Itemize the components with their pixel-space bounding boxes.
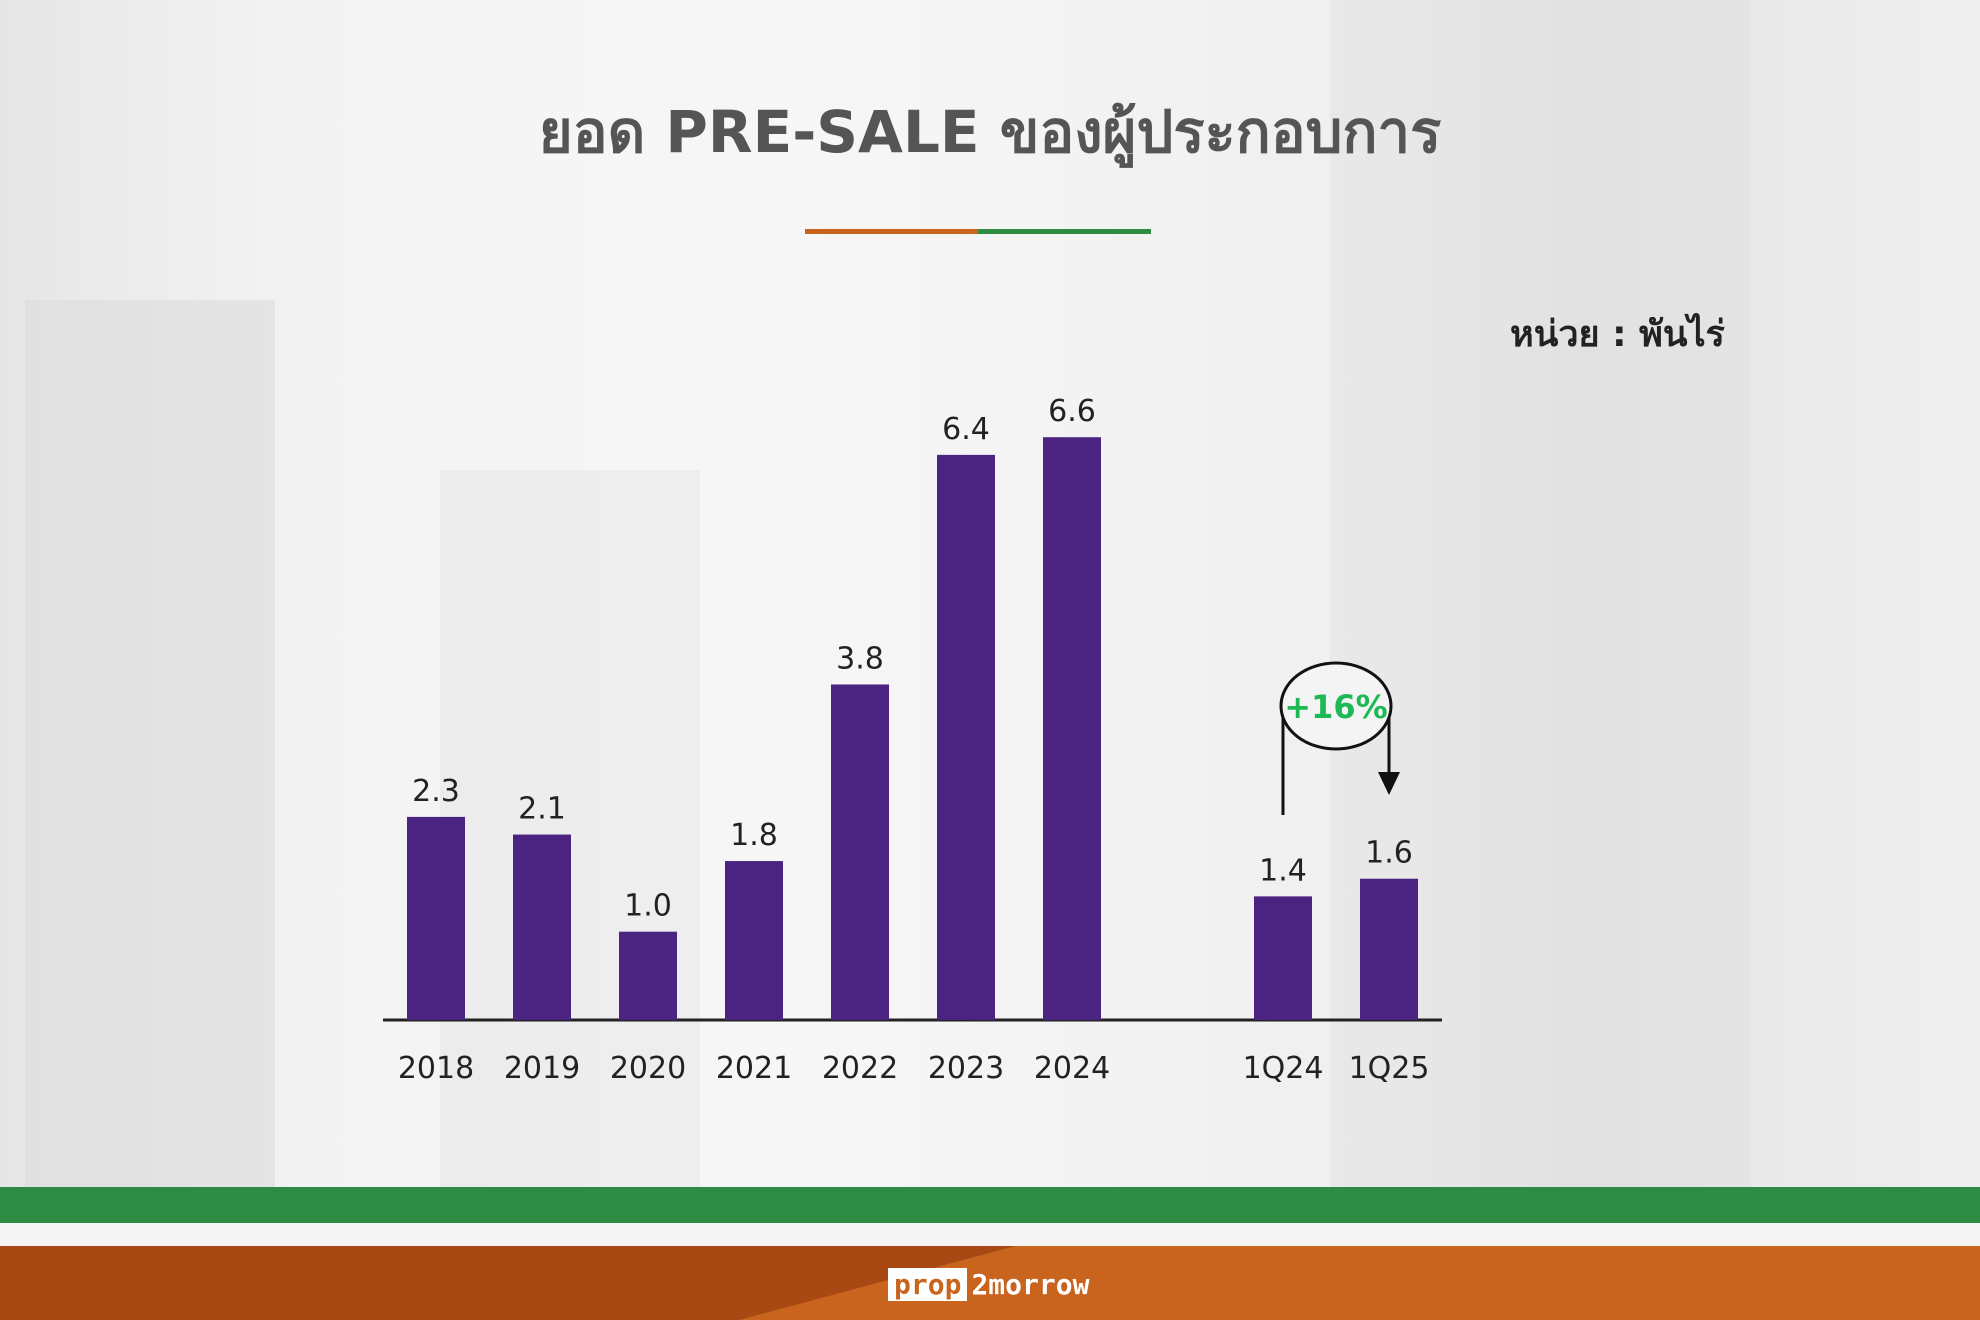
growth-annotation: +16% — [1279, 661, 1400, 815]
background-building — [25, 300, 275, 1200]
bar-2018 — [407, 816, 465, 1020]
bar-2024 — [1043, 437, 1101, 1021]
bar-chart: 2.3 2018 2.1 2019 1.0 2020 1.8 2021 3.8 2022 6.4 20… — [383, 394, 1442, 1086]
bar-2019 — [513, 834, 571, 1020]
x-tick-label: 1Q25 — [1349, 1051, 1430, 1086]
x-tick-label: 1Q24 — [1243, 1051, 1324, 1086]
footer-white-band — [0, 1223, 1980, 1246]
unit-label: หน่วย : พันไร่ — [1510, 314, 1725, 355]
x-tick-label: 2020 — [610, 1051, 686, 1086]
growth-label: +16% — [1284, 688, 1387, 726]
bar-2023 — [937, 454, 995, 1020]
footer-orange-band — [0, 1246, 1980, 1320]
arrow-down-icon — [1378, 772, 1400, 795]
data-label: 1.8 — [730, 818, 778, 853]
x-tick-label: 2023 — [928, 1051, 1004, 1086]
data-label: 1.0 — [624, 889, 672, 924]
bar-2021 — [725, 861, 783, 1020]
footer-green-band — [0, 1187, 1980, 1223]
x-tick-label: 2019 — [504, 1051, 580, 1086]
background-building — [440, 470, 700, 1190]
x-tick-label: 2018 — [398, 1051, 474, 1086]
data-label: 6.6 — [1048, 394, 1096, 429]
bar-2022 — [831, 684, 889, 1020]
x-tick-label: 2024 — [1034, 1051, 1110, 1086]
data-label: 3.8 — [836, 641, 884, 676]
x-tick-label: 2022 — [822, 1051, 898, 1086]
page-title: ยอด PRE-SALE ของผู้ประกอบการ — [538, 98, 1442, 166]
data-label: 2.3 — [412, 774, 460, 809]
bar-1Q25 — [1360, 878, 1418, 1020]
logo-part2: 2morrow — [971, 1268, 1090, 1301]
title-divider — [805, 229, 1151, 234]
prop2morrow-logo: prop 2morrow — [888, 1268, 1089, 1301]
data-label: 1.6 — [1365, 836, 1413, 871]
bar-2020 — [619, 931, 677, 1020]
data-label: 6.4 — [942, 412, 990, 447]
logo-part1: prop — [888, 1268, 968, 1301]
x-tick-label: 2021 — [716, 1051, 792, 1086]
annotation-ellipse — [1279, 661, 1393, 751]
bar-1Q24 — [1254, 896, 1312, 1020]
data-label: 2.1 — [518, 792, 566, 827]
data-label: 1.4 — [1259, 853, 1307, 888]
